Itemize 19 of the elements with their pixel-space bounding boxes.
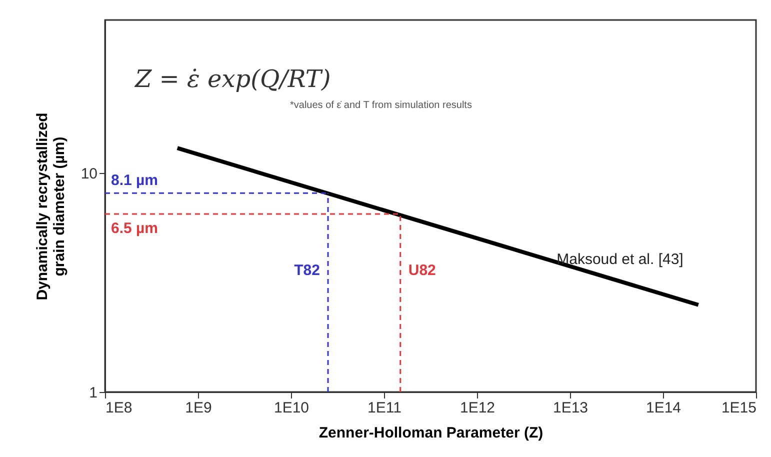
annotation: Z = ε̇ exp(Q/RT) — [134, 65, 331, 93]
x-tick-label: 1E9 — [185, 400, 212, 416]
ref-line-label: 8.1 µm — [111, 172, 158, 190]
x-tick-label: 1E11 — [368, 400, 402, 416]
y-tick-label: 1 — [89, 384, 98, 402]
series-label: Maksoud et al. [43] — [556, 250, 684, 268]
x-tick-label: 1E13 — [552, 400, 588, 416]
y-tick-label: 10 — [80, 166, 98, 183]
annotation: *values of ε̇ and T from simulation results — [290, 100, 472, 111]
ref-line-label: T82 — [294, 262, 320, 279]
ref-line-label: U82 — [408, 262, 436, 279]
x-tick-label: 1E10 — [274, 400, 310, 416]
y-axis-title: Dynamically recrystallized grain diameter (µm) — [34, 112, 68, 300]
x-axis-title: Zenner-Holloman Parameter (Z) — [318, 424, 544, 442]
x-tick-label: 1E14 — [646, 400, 682, 416]
x-tick-label: 1E8 — [106, 400, 132, 416]
ref-line-label: 6.5 µm — [111, 220, 158, 238]
x-tick-label: 1E15 — [721, 400, 756, 416]
x-tick-label: 1E12 — [460, 400, 496, 416]
